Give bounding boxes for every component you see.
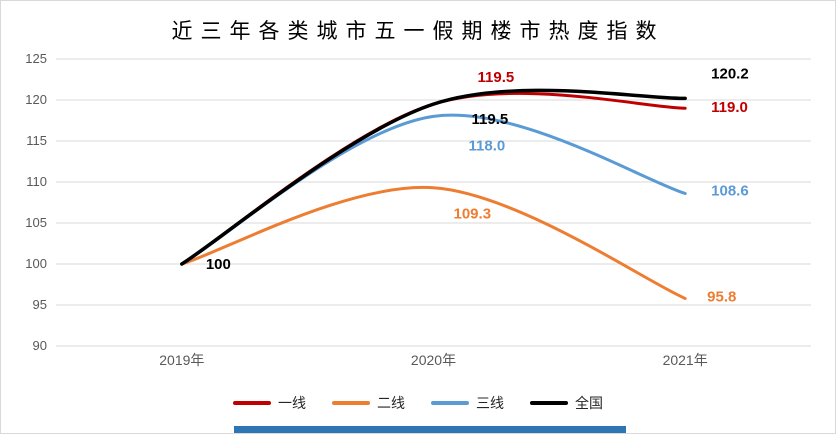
y-axis-tick-label: 95 [33,297,47,312]
data-label: 119.5 [472,111,509,128]
data-label: 119.0 [711,99,748,116]
y-axis-tick-label: 115 [26,133,47,148]
data-label: 95.8 [707,288,736,305]
legend-label: 三线 [476,395,504,411]
legend-label: 全国 [575,395,603,411]
y-axis-tick-label: 100 [25,256,47,271]
legend-item-4: 全国 [530,393,603,413]
series-line-4 [180,88,687,266]
chart-plot: 90 95 100 105 110 115 120 125 2019年 2020年 2021年 119… [25,51,811,368]
y-axis-tick-label: 125 [25,51,47,66]
legend-item-2: 二线 [332,393,405,413]
y-axis-tick-label: 110 [26,174,47,189]
data-label: 109.3 [454,206,492,223]
legend-label: 一线 [278,395,306,411]
legend-swatch [332,401,370,405]
legend-label: 二线 [377,395,405,411]
y-axis-tick-label: 120 [25,92,47,107]
legend-item-1: 一线 [233,393,306,413]
data-label: 120.2 [711,65,749,82]
bottom-blue-strip [234,426,626,433]
data-label: 119.5 [478,69,515,86]
y-axis-tick-label: 90 [33,338,47,353]
series-line-2 [180,185,687,300]
legend-item-3: 三线 [431,393,504,413]
chart-legend: 一线 二线 三线 全国 [1,393,835,413]
series-line-3 [180,113,687,266]
data-label: 108.6 [711,182,749,199]
legend-swatch [233,401,271,405]
chart-title: 近三年各类城市五一假期楼市热度指数 [171,19,665,43]
legend-swatch [530,401,568,405]
x-axis-label: 2020年 [411,352,456,368]
x-axis-label: 2021年 [663,352,708,368]
data-label: 118.0 [469,137,506,154]
legend-swatch [431,401,469,405]
x-axis-label: 2019年 [159,352,204,368]
data-label: 100 [206,256,231,273]
y-axis-tick-label: 105 [25,215,47,230]
series-line-1 [180,91,687,266]
